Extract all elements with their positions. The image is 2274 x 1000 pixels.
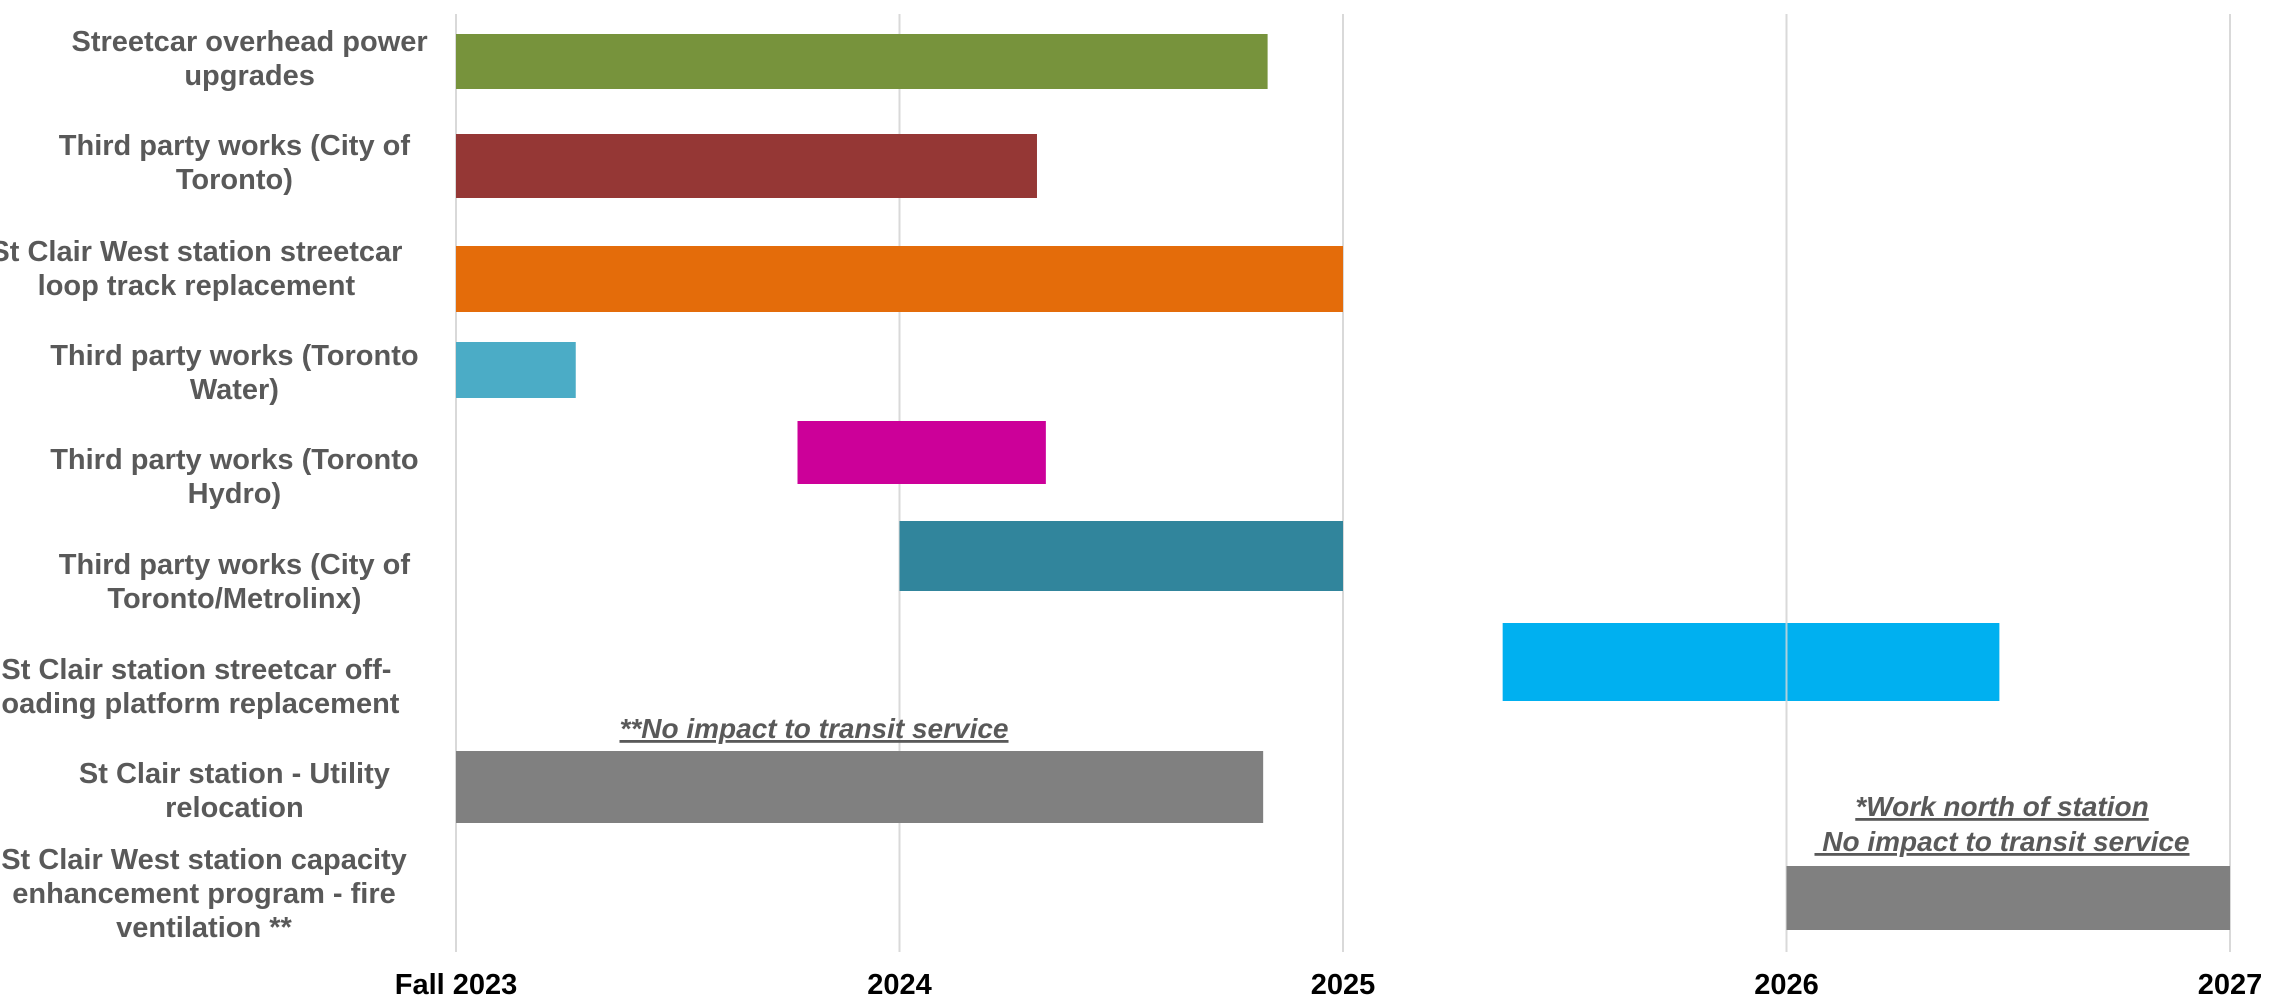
- category-label-line: loading platform replacement: [0, 688, 400, 720]
- annotation-no-impact: **No impact to transit service: [619, 713, 1008, 744]
- category-label-line: Toronto/Metrolinx): [107, 583, 361, 615]
- category-label-line: Hydro): [188, 478, 281, 510]
- category-label-line: Third party works (City of: [59, 549, 411, 581]
- category-label-3: St Clair West station streetcar loop trac…: [0, 236, 402, 302]
- bar-1: [456, 34, 1268, 89]
- bar-2: [456, 134, 1037, 198]
- category-label-1: Streetcar overhead power upgrades: [71, 26, 427, 92]
- bar-9: [1786, 866, 2230, 930]
- bar-8: [456, 751, 1264, 823]
- bar-6: [899, 521, 1343, 591]
- category-label-5: Third party works (Toronto Hydro): [50, 444, 418, 510]
- annotation-work-north: *Work north of station No impact to tran…: [1814, 791, 2189, 857]
- category-label-line: ventilation **: [116, 912, 292, 944]
- category-label-7: St Clair station streetcar off-loading p…: [0, 654, 400, 720]
- category-label-line: St Clair West station streetcar: [0, 236, 402, 268]
- annotations: **No impact to transit service *Work nort…: [619, 713, 2189, 857]
- x-tick-label-5: 2027: [2198, 969, 2263, 1000]
- bar-4: [456, 342, 576, 398]
- bars: [456, 34, 2230, 930]
- x-tick-label-3: 2025: [1311, 969, 1376, 1000]
- bar-7: [1502, 623, 2000, 701]
- category-label-line: upgrades: [184, 60, 315, 92]
- category-label-line: St Clair station streetcar off-: [1, 654, 391, 686]
- x-tick-label-1: Fall 2023: [395, 969, 518, 1000]
- category-label-line: relocation: [165, 792, 304, 824]
- bar-3: [456, 246, 1343, 312]
- annotation-line: *Work north of station: [1855, 791, 2148, 822]
- category-label-line: enhancement program - fire: [12, 878, 396, 910]
- category-label-8: St Clair station - Utility relocation: [79, 758, 390, 824]
- category-labels: Streetcar overhead power upgrades Third pa…: [0, 26, 428, 944]
- x-tick-label-4: 2026: [1754, 969, 1819, 1000]
- category-label-2: Third party works (City of Toronto): [59, 130, 411, 196]
- category-label-4: Third party works (Toronto Water): [50, 340, 418, 406]
- category-label-line: Third party works (City of: [59, 130, 411, 162]
- category-label-line: Water): [190, 374, 279, 406]
- category-label-line: loop track replacement: [38, 270, 356, 302]
- category-label-line: Toronto): [176, 164, 293, 196]
- category-label-line: Streetcar overhead power: [71, 26, 427, 58]
- category-label-line: Third party works (Toronto: [50, 340, 418, 372]
- x-tick-label-2: 2024: [867, 969, 932, 1000]
- bar-5: [797, 421, 1046, 484]
- category-label-6: Third party works (City of Toronto/Metrol…: [59, 549, 411, 615]
- x-tick-labels: Fall 2023 2024 2025 2026 2027: [395, 969, 2263, 1000]
- annotation-line: No impact to transit service: [1814, 826, 2189, 857]
- category-label-9: St Clair West station capacity enhancemen…: [1, 844, 407, 944]
- category-label-line: St Clair station - Utility: [79, 758, 390, 790]
- category-label-line: St Clair West station capacity: [1, 844, 407, 876]
- category-label-line: Third party works (Toronto: [50, 444, 418, 476]
